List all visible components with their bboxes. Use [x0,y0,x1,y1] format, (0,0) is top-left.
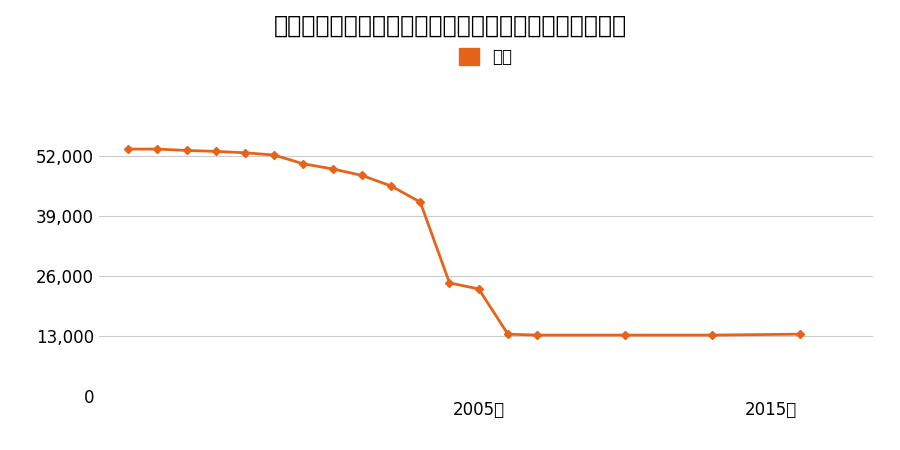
Legend: 価格: 価格 [459,48,513,66]
Text: 福島県いわき市小名浜林城字日代鳥６番２８の地価推移: 福島県いわき市小名浜林城字日代鳥６番２８の地価推移 [274,14,626,37]
